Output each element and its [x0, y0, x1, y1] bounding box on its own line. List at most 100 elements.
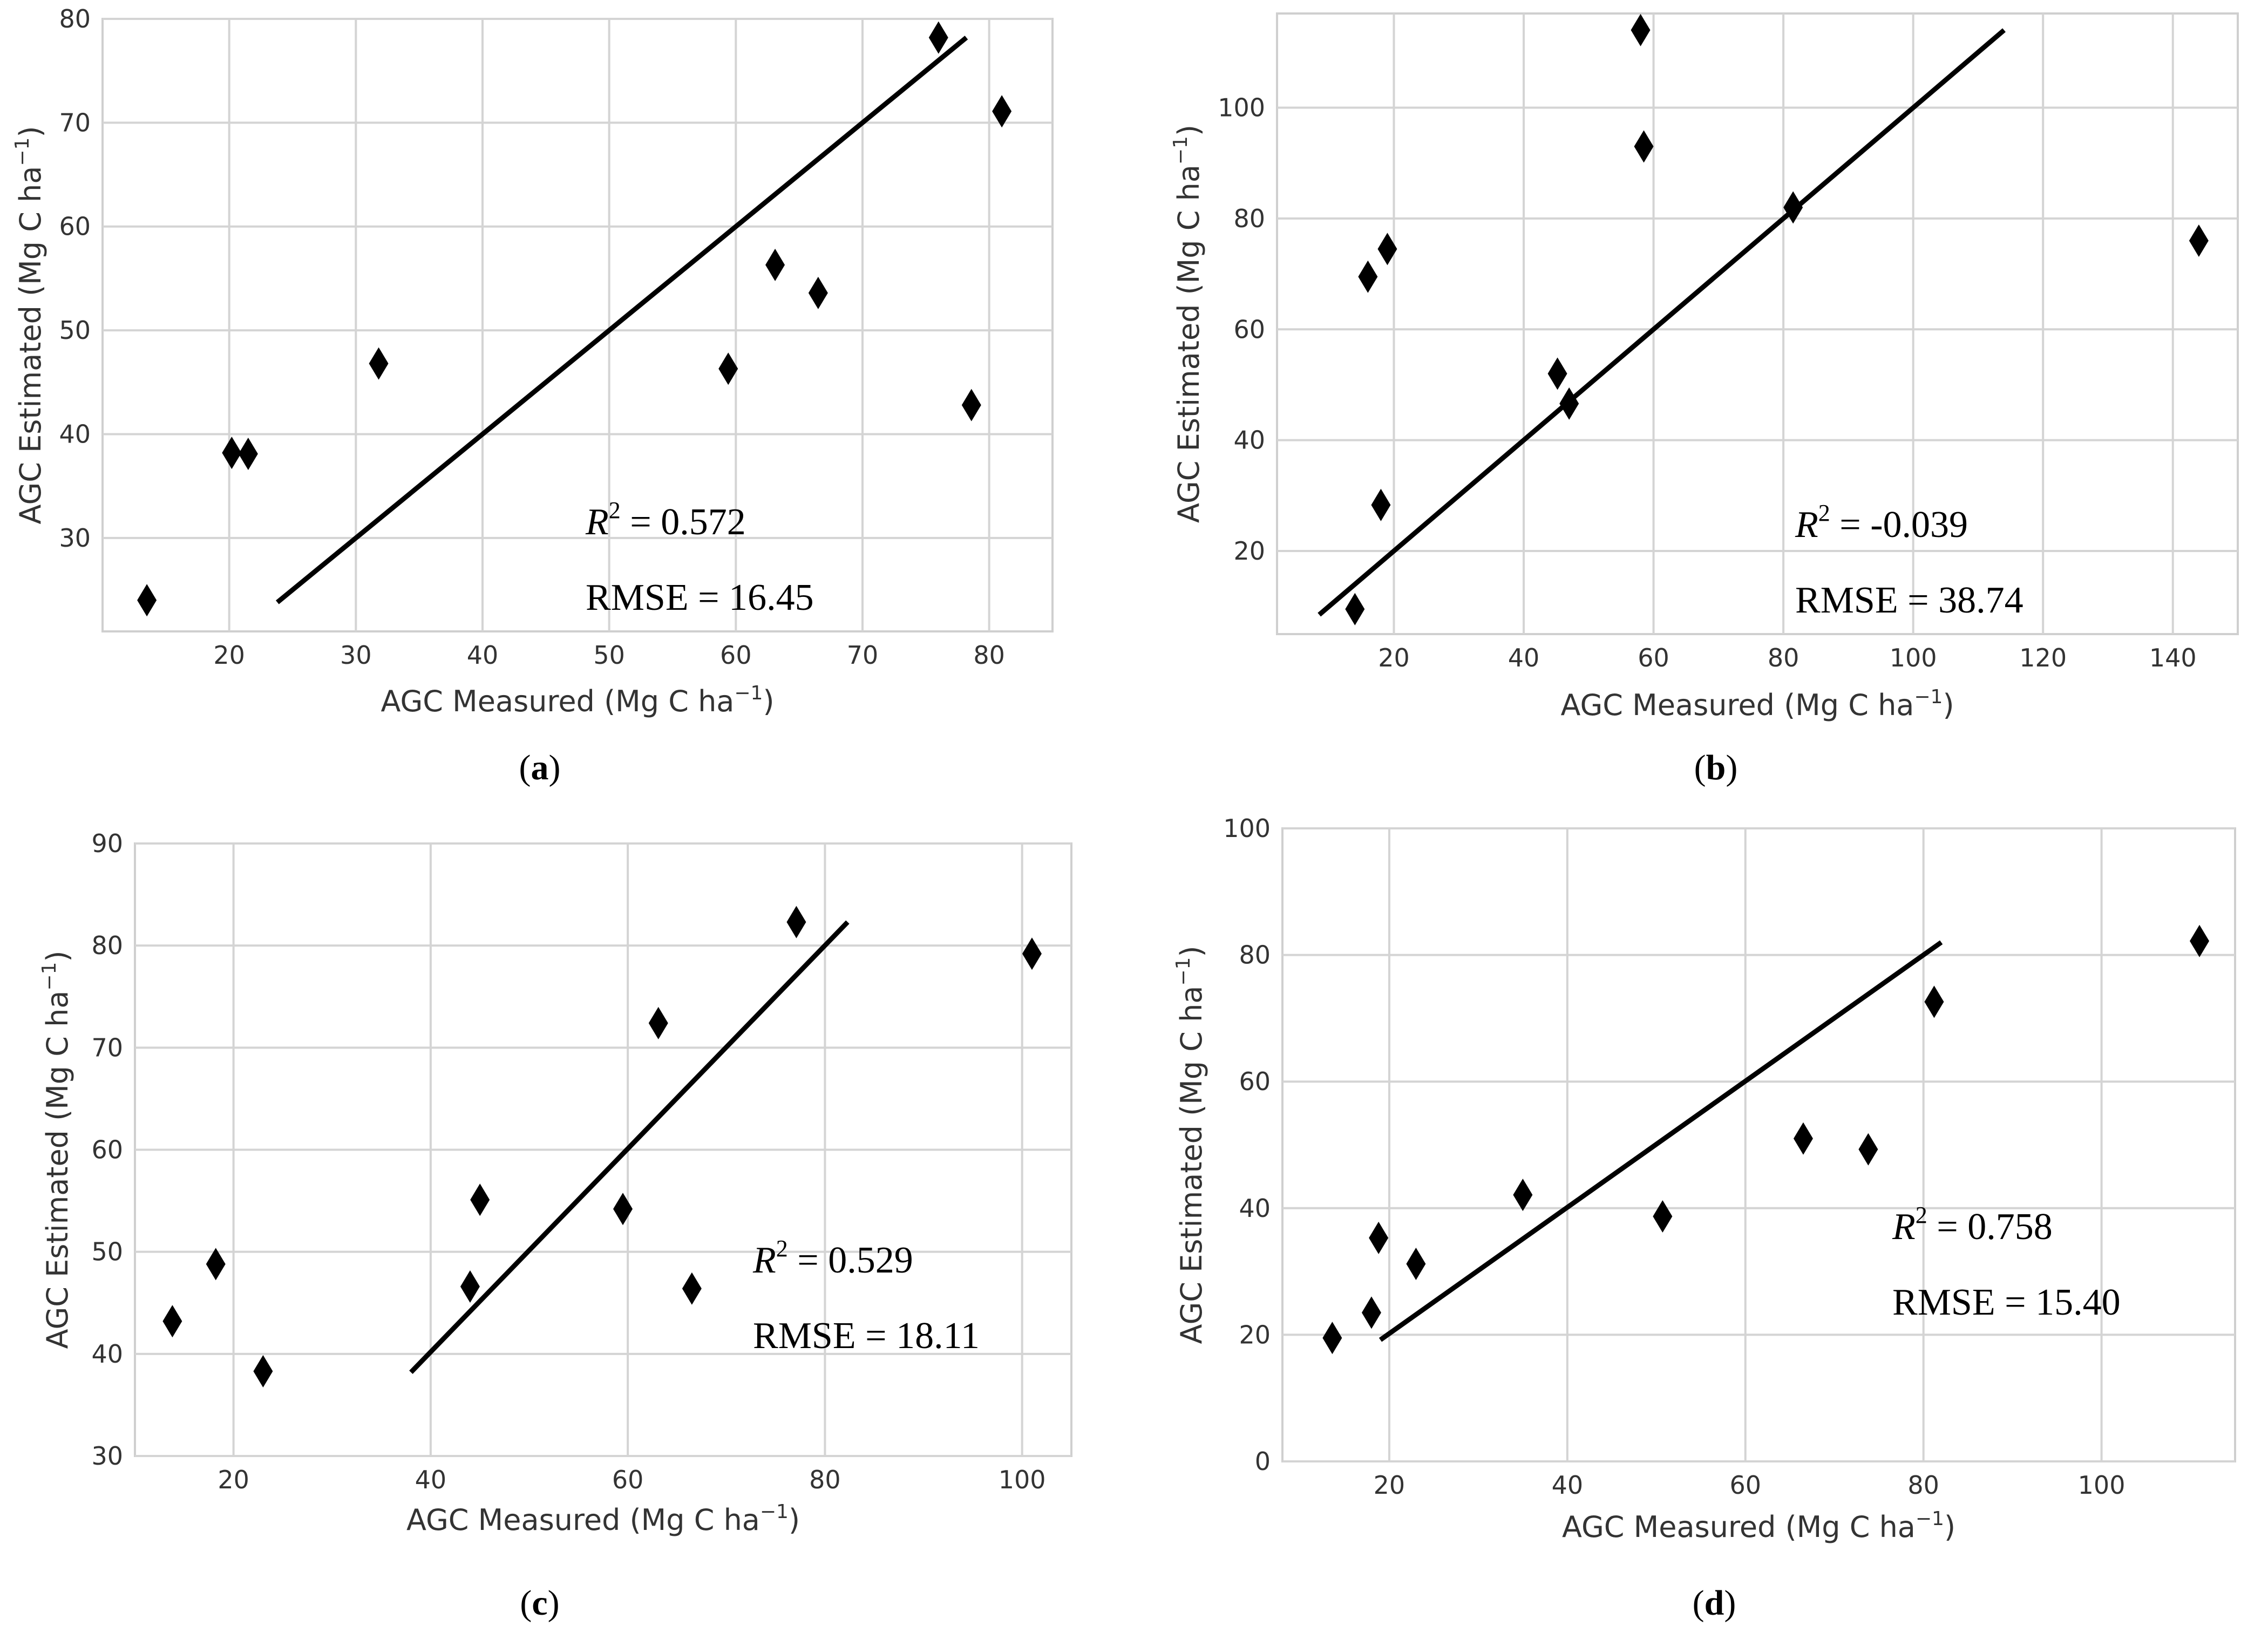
y-tick-label: 60 [59, 212, 91, 241]
x-tick-label: 80 [1907, 1471, 1939, 1500]
rmse-annotation: RMSE = 38.74 [1795, 580, 2023, 621]
y-tick-label: 60 [91, 1135, 123, 1165]
data-point [648, 1006, 668, 1039]
caption-c: (c) [520, 1583, 560, 1623]
y-tick-label: 100 [1223, 814, 1271, 843]
x-tick-label: 140 [2149, 643, 2197, 672]
y-tick-label: 20 [1239, 1320, 1271, 1349]
x-tick-label: 100 [1890, 643, 1937, 672]
data-point [1322, 1322, 1342, 1355]
x-axis-label-close: ) [789, 1503, 800, 1537]
x-tick-label: 20 [1374, 1471, 1405, 1500]
x-axis-label-exponent: −1 [1916, 1508, 1944, 1530]
caption-letter-b: b [1706, 748, 1726, 787]
x-axis-label: AGC Measured (Mg C ha−1) [381, 682, 774, 718]
y-tick-label: 30 [59, 523, 91, 553]
data-point [162, 1305, 182, 1338]
x-axis-label-close: ) [1944, 1510, 1955, 1544]
r-squared-value: = 0.758 [1927, 1206, 2053, 1248]
y-axis-label-text: AGC Estimated (Mg C ha [1174, 986, 1208, 1344]
data-point [1783, 191, 1803, 224]
y-tick-label: 40 [1233, 426, 1265, 455]
scatter-chart-d: 20 40 60 80 100 0 20 40 60 80 100 AGC Measured (Mg … [1172, 814, 2236, 1544]
data-point [1634, 130, 1654, 163]
data-point [765, 248, 785, 281]
r-squared-exponent: 2 [776, 1235, 788, 1262]
x-axis-label-text: AGC Measured (Mg C ha [381, 684, 734, 718]
y-axis-label: AGC Estimated (Mg C ha−1) [11, 126, 47, 524]
data-point [1924, 985, 1944, 1018]
y-tick-label: 70 [91, 1033, 123, 1062]
rmse-annotation: RMSE = 16.45 [586, 577, 814, 618]
caption-a: (a) [519, 748, 561, 787]
y-axis-label-close: ) [1172, 125, 1206, 136]
panel-d: 20 40 60 80 100 0 20 40 60 80 100 AGC Measured (Mg … [1134, 814, 2268, 1633]
y-tick-label: 80 [91, 931, 123, 960]
caption-letter-a: a [531, 748, 549, 787]
x-tick-label: 40 [467, 641, 499, 670]
caption-d: (d) [1692, 1583, 1736, 1623]
x-axis-label-close: ) [763, 684, 774, 718]
data-point [369, 347, 389, 380]
x-axis-label-text: AGC Measured (Mg C ha [1562, 1510, 1916, 1544]
data-point [1022, 937, 1042, 970]
r-squared-annotation: R2 = 0.529 [752, 1235, 913, 1281]
regression-line [275, 36, 968, 604]
y-tick-label: 100 [1218, 93, 1265, 123]
x-tick-label: 50 [593, 641, 625, 670]
plot-area [1276, 12, 2239, 635]
data-point [1371, 488, 1391, 521]
data-point [2190, 924, 2210, 957]
panel-b: 20 40 60 80 100 120 140 20 40 60 80 100 AGC Measured… [1134, 0, 2268, 816]
x-tick-label: 40 [1508, 643, 1540, 672]
data-point [808, 276, 828, 309]
data-point [928, 21, 948, 54]
plot-area [1281, 827, 2236, 1462]
data-point [1513, 1179, 1533, 1212]
x-tick-label: 80 [809, 1465, 841, 1494]
scatter-chart-c: 20 40 60 80 100 30 40 50 60 70 80 90 AGC Measured (M… [38, 829, 1072, 1537]
panel-a: 20 30 40 50 60 70 80 30 40 50 60 70 80 AGC Measured (… [0, 0, 1134, 816]
y-axis-label-close: ) [13, 126, 47, 137]
data-point [253, 1355, 273, 1387]
data-point [1631, 13, 1651, 46]
x-tick-label: 40 [1552, 1471, 1584, 1500]
y-tick-label: 60 [1233, 315, 1265, 344]
y-axis-label: AGC Estimated (Mg C ha−1) [1172, 945, 1208, 1344]
r-squared-symbol: R [585, 501, 609, 543]
data-point [470, 1183, 490, 1216]
x-tick-label: 20 [213, 641, 245, 670]
data-point [1361, 1296, 1381, 1329]
x-axis-label: AGC Measured (Mg C ha−1) [1562, 1508, 1955, 1544]
r-squared-value: = 0.572 [621, 501, 746, 543]
y-tick-label: 30 [91, 1441, 123, 1471]
y-tick-label: 80 [59, 4, 91, 33]
data-point [682, 1272, 702, 1305]
r-squared-exponent: 2 [1916, 1202, 1927, 1228]
data-point [1793, 1122, 1813, 1155]
y-axis-label-text: AGC Estimated (Mg C ha [40, 991, 74, 1349]
scatter-chart-a: 20 30 40 50 60 70 80 30 40 50 60 70 80 AGC Measured (… [11, 4, 1054, 718]
regression-line [409, 920, 850, 1375]
y-tick-label: 20 [1233, 536, 1265, 566]
y-axis-label: AGC Estimated (Mg C ha−1) [38, 950, 74, 1349]
y-tick-label: 60 [1239, 1067, 1271, 1096]
r-squared-symbol: R [752, 1240, 776, 1281]
y-axis-label: AGC Estimated (Mg C ha−1) [1170, 125, 1206, 523]
y-tick-label: 40 [59, 419, 91, 448]
data-point [613, 1193, 633, 1226]
x-tick-label: 100 [2078, 1471, 2126, 1500]
x-tick-label: 20 [1378, 643, 1410, 672]
y-axis-label-text: AGC Estimated (Mg C ha [13, 166, 47, 525]
x-axis-label-text: AGC Measured (Mg C ha [1560, 688, 1914, 722]
x-tick-label: 100 [999, 1465, 1046, 1494]
y-axis-label-exponent: −1 [38, 962, 60, 991]
data-point [2189, 224, 2209, 257]
data-point [1406, 1248, 1426, 1281]
x-tick-label: 80 [1768, 643, 1800, 672]
y-tick-label: 80 [1239, 941, 1271, 970]
x-axis-label: AGC Measured (Mg C ha−1) [406, 1501, 800, 1537]
rmse-annotation: RMSE = 15.40 [1892, 1282, 2121, 1323]
x-tick-label: 120 [2019, 643, 2067, 672]
data-point [1377, 233, 1397, 266]
